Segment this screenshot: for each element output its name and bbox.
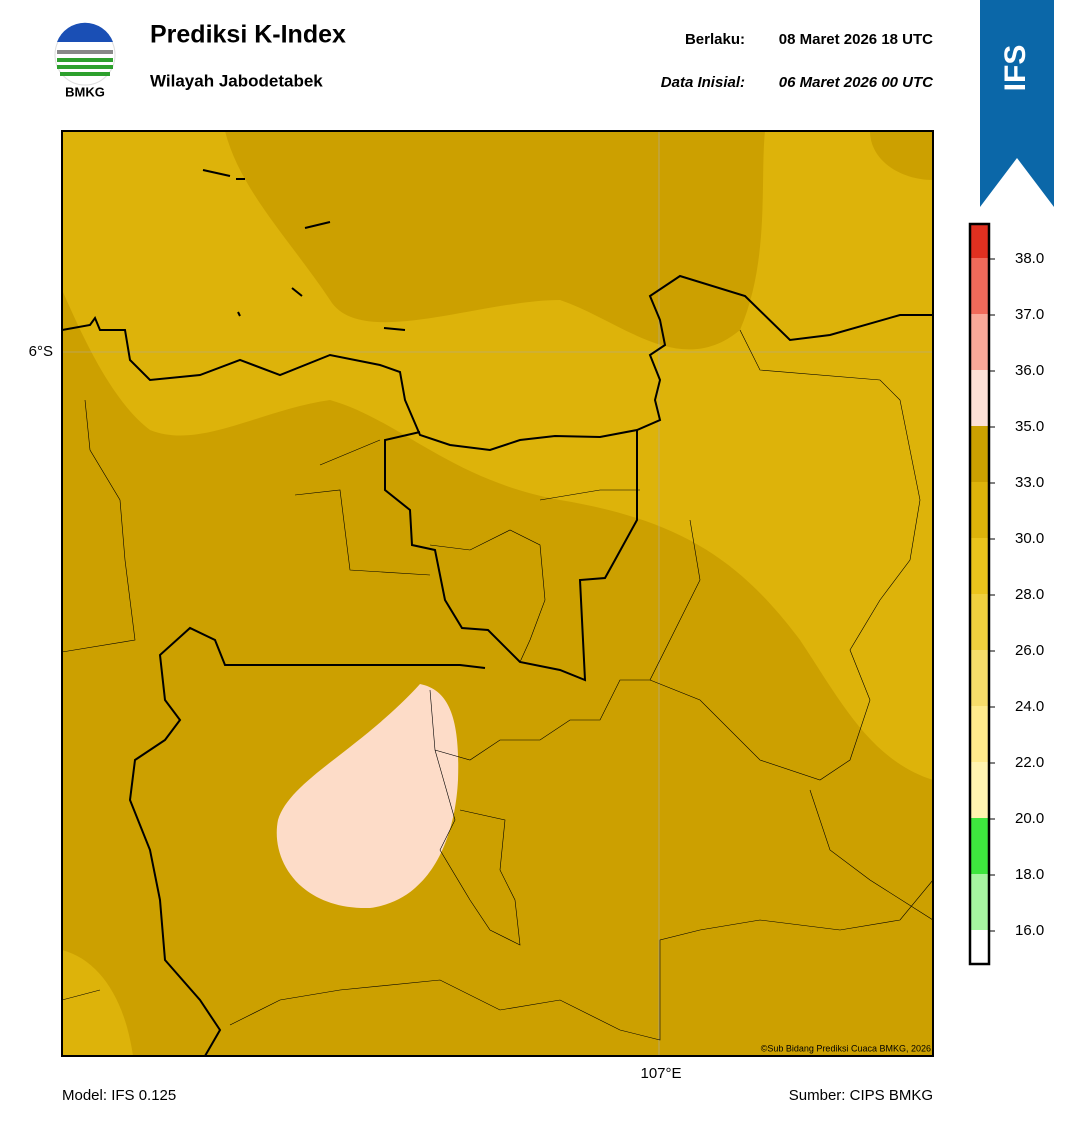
colorbar-tick-label: 37.0 (1015, 306, 1044, 323)
colorbar: 16.0 18.0 20.0 22.0 24.0 26.0 28.0 30.0 33.0 35.0… (968, 222, 1044, 966)
logo: BMKG (54, 22, 116, 99)
colorbar-tick-label: 30.0 (1015, 530, 1044, 547)
badge-text: IFS (999, 45, 1032, 92)
colorbar-tick-label: 35.0 (1015, 418, 1044, 435)
colorbar-tick-label: 16.0 (1015, 922, 1044, 939)
colorbar-frame (968, 222, 991, 966)
colorbar-tick-label: 22.0 (1015, 754, 1044, 771)
title: Prediksi K-Index (150, 21, 346, 49)
colorbar-segment (970, 258, 989, 314)
colorbar-segment (970, 706, 989, 762)
colorbar-tick-label: 26.0 (1015, 642, 1044, 659)
colorbar-tick-label: 36.0 (1015, 362, 1044, 379)
colorbar-tick-label: 24.0 (1015, 698, 1044, 715)
colorbar-segment (970, 762, 989, 818)
colorbar-tick-label: 28.0 (1015, 586, 1044, 603)
colorbar-segment (970, 538, 989, 594)
subtitle: Wilayah Jabodetabek (150, 71, 323, 90)
lon-label: 107°E (640, 1065, 681, 1082)
map-frame (61, 130, 934, 1057)
colorbar-segment (970, 482, 989, 538)
colorbar-segment (970, 224, 989, 258)
colorbar-segment (970, 426, 989, 482)
valid-value: 08 Maret 2026 18 UTC (779, 31, 933, 48)
colorbar-segment (970, 650, 989, 706)
logo-text: BMKG (65, 84, 105, 99)
lat-label: 6°S (29, 343, 53, 360)
footer-source: Sumber: CIPS BMKG (789, 1087, 933, 1104)
colorbar-tick-label: 18.0 (1015, 866, 1044, 883)
colorbar-segment (970, 930, 989, 964)
colorbar-tick-label: 33.0 (1015, 474, 1044, 491)
colorbar-tick-label: 20.0 (1015, 810, 1044, 827)
footer-model: Model: IFS 0.125 (62, 1087, 176, 1104)
colorbar-segment (970, 874, 989, 930)
colorbar-segment (970, 818, 989, 874)
colorbar-segment (970, 370, 989, 426)
colorbar-tick-label: 38.0 (1015, 250, 1044, 267)
init-value: 06 Maret 2026 00 UTC (779, 74, 934, 91)
colorbar-segment (970, 594, 989, 650)
credit: ©Sub Bidang Prediksi Cuaca BMKG, 2026 (761, 1043, 931, 1053)
valid-label: Berlaku: (685, 31, 745, 48)
colorbar-segment (970, 314, 989, 370)
init-label: Data Inisial: (661, 74, 745, 91)
map: 6°S 107°E ©Sub Bidang Prediksi Cuaca BMK… (29, 130, 934, 1082)
badge (980, 0, 1054, 207)
